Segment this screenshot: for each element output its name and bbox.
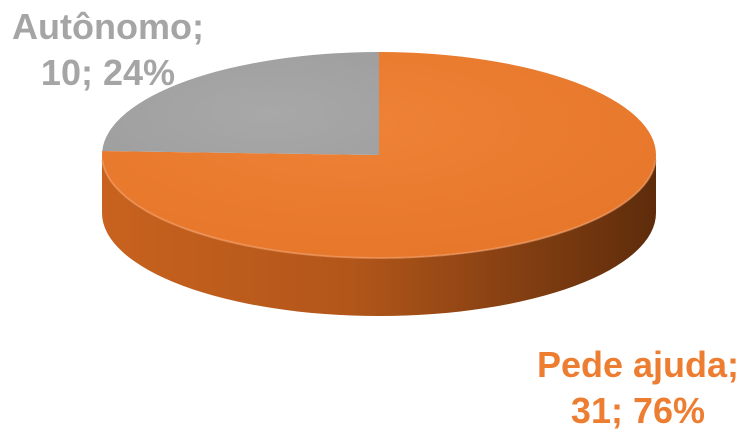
slice-label-autonomo-value: 10; 24% [40,52,176,93]
slice-label-pede-ajuda: Pede ajuda; 31; 76% [537,342,739,434]
slice-label-pede-ajuda-name: Pede ajuda; [536,344,739,385]
slice-label-autonomo: Autônomo; 10; 24% [12,4,204,96]
pie-slice-pede-ajuda [102,52,657,258]
slice-label-autonomo-name: Autônomo; [12,6,204,47]
pie-slice-autonomo [102,52,379,155]
slice-label-pede-ajuda-value: 31; 76% [570,390,706,431]
pie-side-wall-pede-ajuda [102,155,656,316]
pie-rim-highlight [101,160,657,259]
